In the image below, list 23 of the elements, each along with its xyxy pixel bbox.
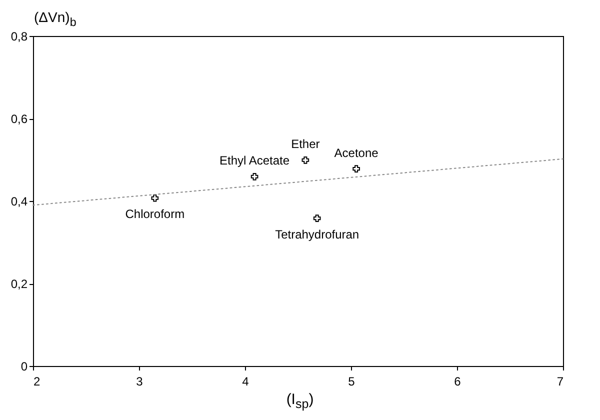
x-axis-title: (I$_{sp}$) — [285, 391, 315, 411]
point — [250, 173, 258, 180]
y-tick-label: 0,4 — [10, 194, 28, 208]
annotation: Acetone — [334, 146, 379, 160]
x-tick-label: 2 — [34, 374, 40, 388]
point — [352, 165, 360, 172]
x-tick-label: 7 — [556, 374, 564, 388]
annotation: Tetrahydrofuran — [275, 227, 360, 242]
x-tick-label: 6 — [454, 374, 462, 388]
y-tick-label: 0,8 — [10, 30, 28, 44]
annotation: Ether — [291, 137, 320, 152]
x-tick-label: 5 — [348, 374, 356, 388]
annotation: Ethyl Acetate — [220, 154, 290, 168]
y-tick-label: 0,6 — [10, 112, 28, 126]
annotation: Chloroform — [125, 207, 185, 222]
x-tick-label: 3 — [136, 374, 144, 388]
y-axis-title: (ΔVn)$_{b}$ — [34, 9, 76, 29]
y-tick-label: 0 — [20, 360, 28, 374]
x-tick-label: 4 — [242, 374, 250, 388]
y-tick-label: 0,2 — [10, 277, 28, 291]
point — [151, 194, 159, 202]
point — [302, 156, 310, 164]
point — [313, 214, 321, 222]
